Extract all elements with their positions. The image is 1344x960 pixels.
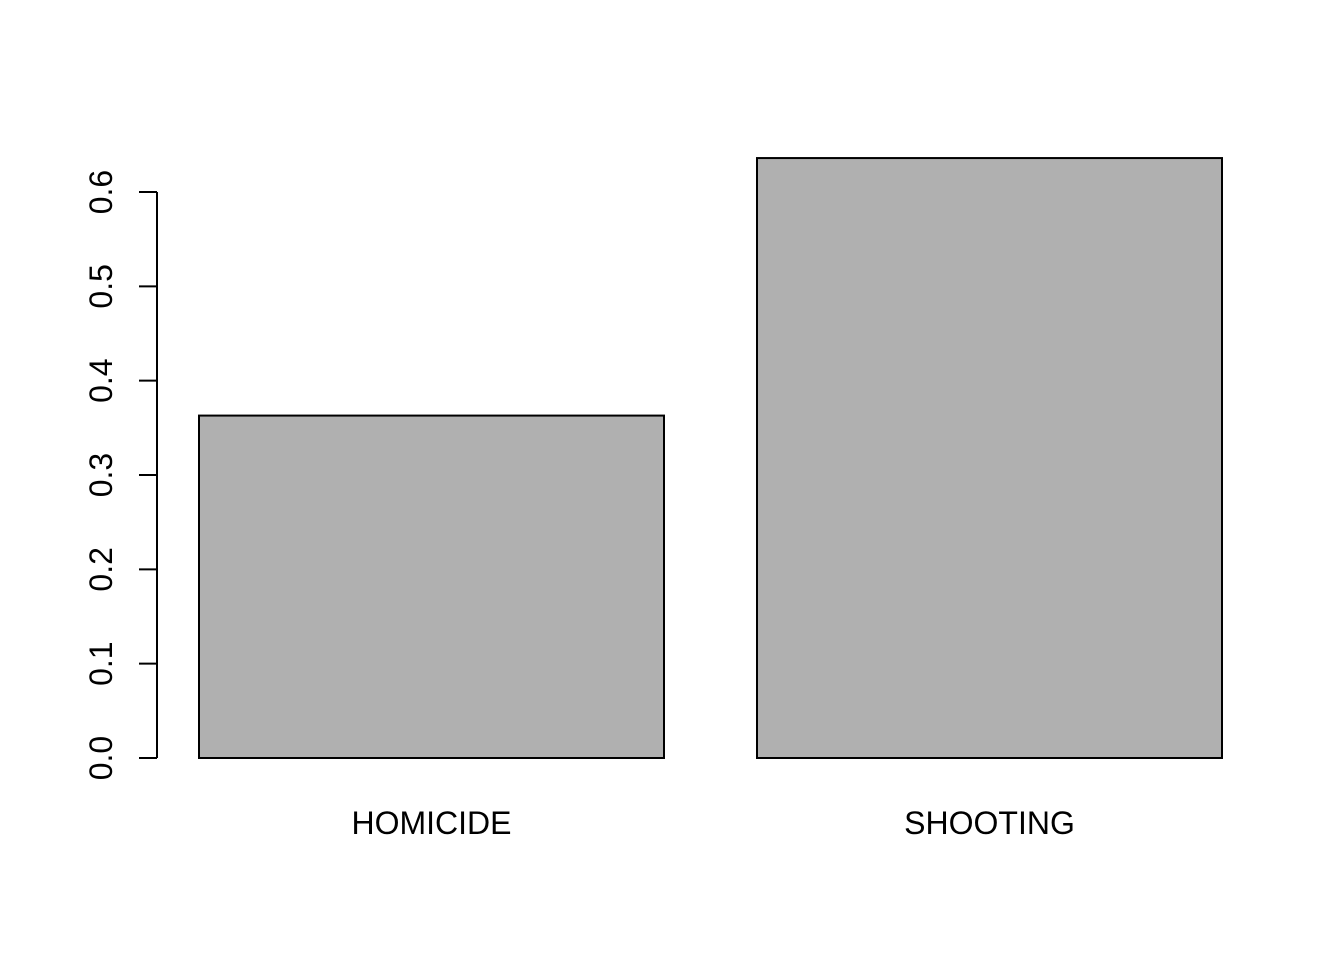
bars bbox=[198, 157, 1223, 759]
y-tick-label: 0.3 bbox=[83, 453, 119, 497]
y-tick-label: 0.6 bbox=[83, 170, 119, 214]
bar-homicide bbox=[198, 414, 665, 759]
y-tick-label: 0.5 bbox=[83, 264, 119, 308]
bar-shooting bbox=[756, 157, 1223, 759]
y-tick-label: 0.0 bbox=[83, 736, 119, 780]
x-category-label: SHOOTING bbox=[904, 805, 1075, 841]
y-axis: 0.0 0.1 0.2 0.3 0.4 0.5 0.6 bbox=[83, 170, 158, 780]
x-category-label: HOMICIDE bbox=[352, 805, 512, 841]
y-tick-label: 0.1 bbox=[83, 641, 119, 685]
x-axis-labels: HOMICIDE SHOOTING bbox=[352, 805, 1075, 841]
y-tick-label: 0.4 bbox=[83, 358, 119, 402]
y-tick-label: 0.2 bbox=[83, 547, 119, 591]
